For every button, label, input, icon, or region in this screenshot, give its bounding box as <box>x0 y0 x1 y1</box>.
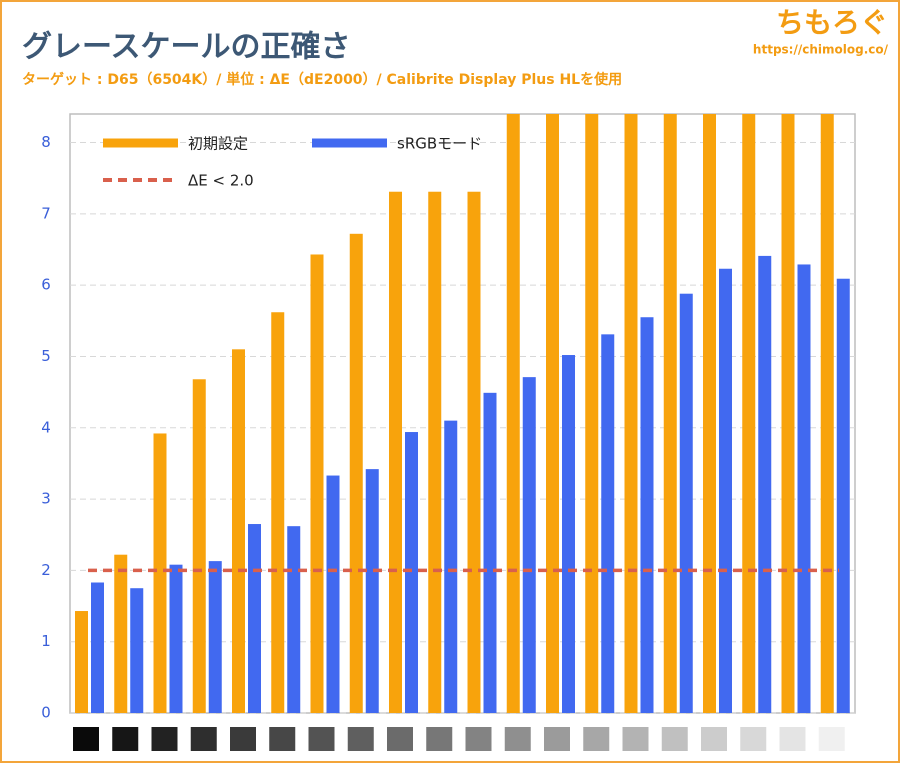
gray-swatch <box>73 727 99 751</box>
bar <box>389 191 402 713</box>
gray-swatch <box>583 727 610 751</box>
legend-label: ΔE < 2.0 <box>188 172 254 190</box>
gray-swatch <box>230 727 256 751</box>
bar <box>742 114 756 713</box>
gray-swatch <box>112 727 139 751</box>
chart-subtitle: ターゲット : D65（6504K）/ 単位 : ΔE（dE2000）/ Cal… <box>22 71 622 88</box>
chart-title: グレースケールの正確さ <box>22 30 351 65</box>
bar <box>428 191 442 713</box>
gray-swatch <box>701 727 727 751</box>
bar <box>349 233 363 713</box>
brand-url: https://chimolog.co/ <box>753 43 889 57</box>
gray-swatch <box>308 727 335 751</box>
bar <box>130 588 144 713</box>
bar <box>562 355 575 713</box>
y-tick-label: 3 <box>41 490 51 508</box>
gray-swatch <box>190 727 217 751</box>
bar <box>781 114 795 713</box>
legend-label: 初期設定 <box>188 135 248 153</box>
bar <box>208 561 222 713</box>
gray-swatch <box>661 727 688 751</box>
bar <box>601 334 615 713</box>
y-tick-label: 7 <box>41 204 51 222</box>
bar <box>624 114 638 713</box>
y-tick-label: 5 <box>41 347 51 365</box>
bar <box>640 317 654 713</box>
y-tick-label: 8 <box>41 133 51 151</box>
bar <box>679 293 693 713</box>
brand-logo: ちもろぐ <box>776 6 888 39</box>
bar <box>797 264 811 713</box>
bar <box>153 433 167 713</box>
y-tick-label: 1 <box>41 632 51 650</box>
bar <box>365 469 379 713</box>
gray-swatch <box>426 727 453 751</box>
gray-swatch <box>269 727 296 751</box>
y-tick-label: 2 <box>41 561 51 579</box>
gray-swatch <box>740 727 767 751</box>
bar <box>758 255 772 713</box>
bar <box>405 432 418 713</box>
bar <box>444 420 458 713</box>
gray-swatch <box>622 727 649 751</box>
bars <box>75 114 850 713</box>
bar <box>836 278 850 713</box>
gray-swatch <box>151 727 178 751</box>
bar <box>91 582 104 713</box>
bar <box>310 254 324 713</box>
bar <box>192 379 206 713</box>
bar <box>719 268 732 713</box>
bar <box>248 524 261 713</box>
bar <box>546 114 559 713</box>
legend-label: sRGBモード <box>397 135 482 153</box>
bar <box>75 611 88 713</box>
gray-swatch <box>387 727 413 751</box>
y-tick-label: 4 <box>41 418 51 436</box>
plot-background <box>69 113 856 714</box>
gray-swatch <box>779 727 806 751</box>
bar <box>820 114 834 713</box>
bar <box>585 114 599 713</box>
gray-swatch <box>544 727 570 751</box>
bar <box>114 554 128 713</box>
bar <box>483 392 497 713</box>
bar <box>326 475 340 713</box>
bar <box>169 564 183 713</box>
y-tick-label: 6 <box>41 276 51 294</box>
bar <box>663 114 677 713</box>
gray-swatch <box>818 727 845 751</box>
bar <box>467 191 481 713</box>
gray-swatch <box>347 727 374 751</box>
gray-swatch <box>465 727 492 751</box>
gray-swatch <box>504 727 531 751</box>
bar <box>703 114 716 713</box>
bar <box>232 349 245 713</box>
bar <box>506 114 520 713</box>
bar <box>522 377 536 713</box>
y-tick-label: 0 <box>41 704 51 722</box>
bar <box>287 526 301 713</box>
bar <box>271 312 285 713</box>
